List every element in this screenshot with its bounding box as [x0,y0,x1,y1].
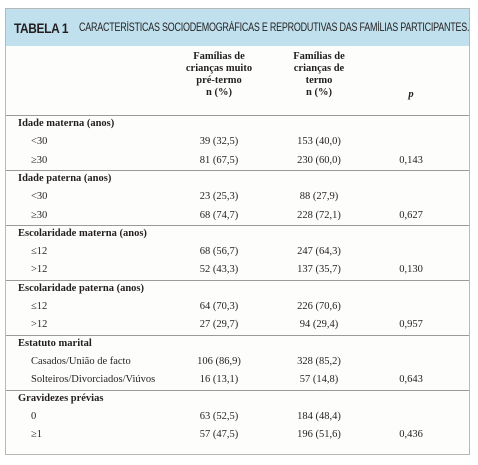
column-header: pré-termo [196,75,242,86]
row-label: Solteiros/Divorciados/Viúvos [31,374,156,386]
separator [6,115,469,116]
cell: 328 (85,2) [297,355,341,367]
row-label: ≥1 [31,429,43,441]
cell: 39 (32,5) [199,136,239,148]
cell: 226 (70,6) [297,301,341,312]
section-title: Escolaridade paterna (anos) [18,282,144,294]
separator [6,389,469,391]
section-title: Escolaridade materna (anos) [18,227,147,239]
row-label: <30 [31,136,48,148]
cell: 68 (74,7) [199,209,239,221]
section-title: Gravidezes prévias [18,392,104,404]
row-label: ≥30 [31,209,48,221]
cell: 106 (86,9) [197,355,241,367]
separator [6,334,469,336]
cell: 16 (13,1) [199,374,239,386]
row-label: Casados/União de facto [31,355,131,367]
section-title: Idade materna (anos) [18,118,115,129]
row-label: >12 [31,264,48,276]
cell: 0,627 [399,209,423,221]
table: TABELA 1 CARACTERÍSTICAS SOCIODEMOGRÁFIC… [5,8,470,455]
separator [6,169,469,171]
cell: 27 (29,7) [199,319,239,331]
column-header: Famílias de [193,51,245,62]
cell: 230 (60,0) [297,154,341,166]
cell: 88 (27,9) [299,191,339,203]
cell: 94 (29,4) [299,319,339,331]
column-header: p [408,89,414,100]
cell: 153 (40,0) [297,136,341,148]
cell: 57 (14,8) [299,374,339,386]
column-header: n (%) [306,87,332,98]
table-label: TABELA 1 [14,20,69,36]
cell: 81 (67,5) [199,154,239,166]
separator [6,279,469,281]
title-bar: TABELA 1 CARACTERÍSTICAS SOCIODEMOGRÁFIC… [6,9,469,46]
cell: 52 (43,3) [199,264,239,276]
cell: 137 (35,7) [297,264,341,276]
row-label: >12 [31,319,48,331]
section-title: Idade paterna (anos) [18,172,112,184]
cell: 228 (72,1) [297,209,341,221]
row-label: 0 [31,410,37,422]
cell: 0,643 [399,374,423,386]
column-header: Famílias de [293,51,345,62]
column-header: n (%) [206,87,232,98]
cell: 0,143 [399,154,423,166]
cell: 0,436 [399,429,423,441]
cell: 68 (56,7) [199,246,239,258]
cell: 0,130 [399,264,423,276]
table-title: CARACTERÍSTICAS SOCIODEMOGRÁFICAS E REPR… [79,22,470,34]
cell: 196 (51,6) [297,429,341,441]
separator [6,224,469,226]
column-header: crianças muito [185,63,253,74]
row-label: ≤12 [31,301,48,312]
row-label: ≥30 [31,154,48,166]
cell: 63 (52,5) [199,410,239,422]
row-label: <30 [31,191,48,203]
cell: 184 (48,4) [297,410,341,422]
cell: 23 (25,3) [199,191,239,203]
row-label: ≤12 [31,246,48,258]
section-title: Estatuto marital [18,337,92,349]
cell: 247 (64,3) [297,246,341,258]
column-header: crianças de [293,63,345,74]
column-header: termo [305,75,333,86]
cell: 0,957 [399,319,423,331]
cell: 57 (47,5) [199,429,239,441]
cell: 64 (70,3) [199,301,239,312]
